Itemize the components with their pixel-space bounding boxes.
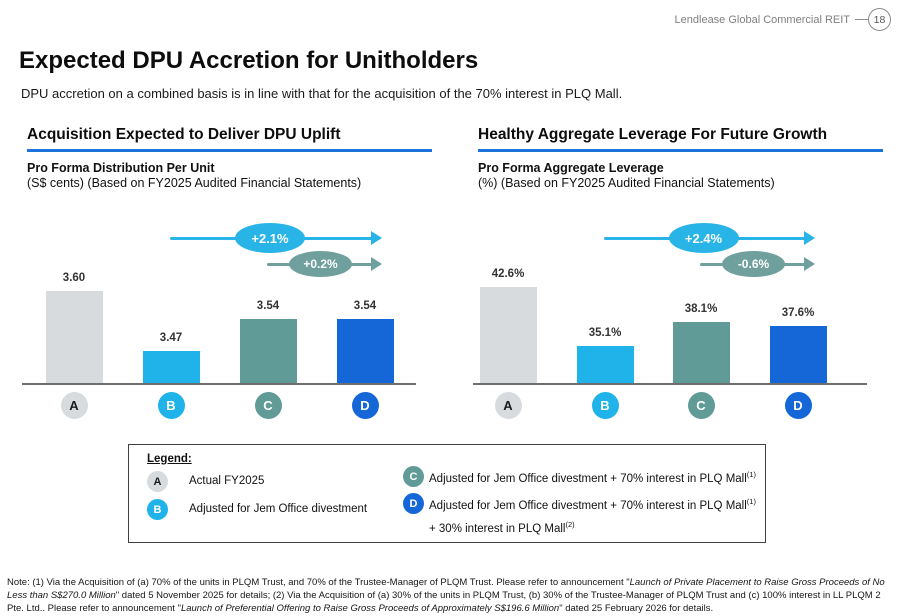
legend-badge-d: D — [403, 493, 424, 514]
category-badge-d: D — [351, 392, 379, 419]
bar-c — [239, 319, 297, 383]
growth-ellipse-label: -0.6% — [722, 251, 785, 277]
x-axis-line — [22, 383, 416, 385]
legend-badge-b: B — [147, 499, 168, 520]
category-badge-c: C — [254, 392, 282, 419]
footnote-text: " dated 25 February 2026 for details. — [559, 603, 714, 614]
leverage-measure-title: Pro Forma Aggregate Leverage — [478, 161, 664, 175]
category-badge-d: D — [784, 392, 812, 419]
legend-label-d: Adjusted for Jem Office divestment + 70%… — [429, 497, 756, 512]
leverage-panel: Healthy Aggregate Leverage For Future Gr… — [473, 126, 883, 419]
category-badge-b: B — [591, 392, 619, 419]
dpu-bar-chart: 3.60 A 3.47 B 3.54 C 3.54 D +2.1% +0.2% — [22, 222, 432, 422]
page-connector-line — [855, 19, 869, 20]
bar-value-label: 3.54 — [353, 300, 377, 312]
category-badge-a: A — [60, 392, 88, 419]
legend-label-d-line2: + 30% interest in PLQ Mall(2) — [429, 520, 575, 535]
slide-subtitle: DPU accretion on a combined basis is in … — [21, 86, 623, 101]
bar-value-label: 3.54 — [256, 300, 280, 312]
brand-text: Lendlease Global Commercial REIT — [674, 13, 850, 26]
legend-label-d-text: Adjusted for Jem Office divestment + 70%… — [429, 499, 747, 512]
growth-arrow-head — [371, 257, 382, 271]
footnote-announcement-title: Launch of Preferential Offering to Raise… — [180, 603, 560, 614]
legend-label-a: Actual FY2025 — [189, 475, 265, 487]
bar-d — [336, 319, 394, 383]
page-number-badge: 18 — [868, 8, 891, 31]
leverage-panel-title: Healthy Aggregate Leverage For Future Gr… — [478, 126, 883, 152]
bar-a — [479, 287, 537, 383]
growth-arrow-head — [804, 231, 815, 245]
legend-label-d-footnote-ref: (1) — [746, 497, 756, 506]
dpu-panel-title: Acquisition Expected to Deliver DPU Upli… — [27, 126, 432, 152]
growth-ellipse-label: +2.1% — [235, 223, 305, 253]
growth-arrow-head — [804, 257, 815, 271]
legend-label-d-line2-text: + 30% interest in PLQ Mall — [429, 522, 566, 535]
legend-label-b: Adjusted for Jem Office divestment — [189, 503, 368, 515]
growth-ellipse-label: +0.2% — [289, 251, 352, 277]
category-badge-a: A — [494, 392, 522, 419]
legend-badge-c: C — [403, 466, 424, 487]
category-badge-c: C — [687, 392, 715, 419]
bar-a — [45, 291, 103, 383]
legend-badge-a: A — [147, 471, 168, 492]
bar-d — [769, 326, 827, 383]
bar-value-label: 35.1% — [588, 327, 622, 339]
bar-value-label: 3.60 — [62, 272, 86, 284]
legend-label-d-line2-footnote-ref: (2) — [565, 520, 575, 529]
legend-label-c: Adjusted for Jem Office divestment + 70%… — [429, 470, 756, 485]
leverage-bar-chart: 42.6% A 35.1% B 38.1% C 37.6% D +2.4% -0.6% — [473, 222, 883, 422]
bar-b — [142, 351, 200, 383]
slide-title: Expected DPU Accretion for Unitholders — [19, 47, 479, 74]
bar-value-label: 3.47 — [159, 332, 183, 344]
footnote: Note: (1) Via the Acquisition of (a) 70%… — [7, 576, 897, 615]
leverage-measure-subtitle: (%) (Based on FY2025 Audited Financial S… — [478, 176, 775, 190]
x-axis-line — [473, 383, 867, 385]
legend-label-c-text: Adjusted for Jem Office divestment + 70%… — [429, 472, 747, 485]
bar-value-label: 37.6% — [781, 307, 815, 319]
legend-title: Legend: — [147, 453, 192, 465]
footnote-announcement-title: Launch of Private Placement to Raise Gro… — [7, 577, 885, 601]
bar-value-label: 38.1% — [684, 303, 718, 315]
legend-box: Legend: A Actual FY2025 B Adjusted for J… — [128, 444, 766, 543]
slide-header: Lendlease Global Commercial REIT 18 — [675, 8, 891, 31]
growth-arrow-head — [371, 231, 382, 245]
bar-value-label: 42.6% — [491, 268, 525, 280]
legend-label-c-footnote-ref: (1) — [746, 470, 756, 479]
category-badge-b: B — [157, 392, 185, 419]
footnote-text: Note: (1) Via the Acquisition of (a) 70%… — [7, 577, 630, 588]
dpu-measure-title: Pro Forma Distribution Per Unit — [27, 161, 215, 175]
dpu-measure-subtitle: (S$ cents) (Based on FY2025 Audited Fina… — [27, 176, 362, 190]
dpu-panel: Acquisition Expected to Deliver DPU Upli… — [22, 126, 432, 419]
growth-ellipse-label: +2.4% — [668, 223, 739, 253]
footnote-text: " dated 5 November 2025 for details; (2)… — [7, 590, 881, 614]
bar-c — [672, 322, 730, 383]
bar-b — [576, 346, 634, 383]
